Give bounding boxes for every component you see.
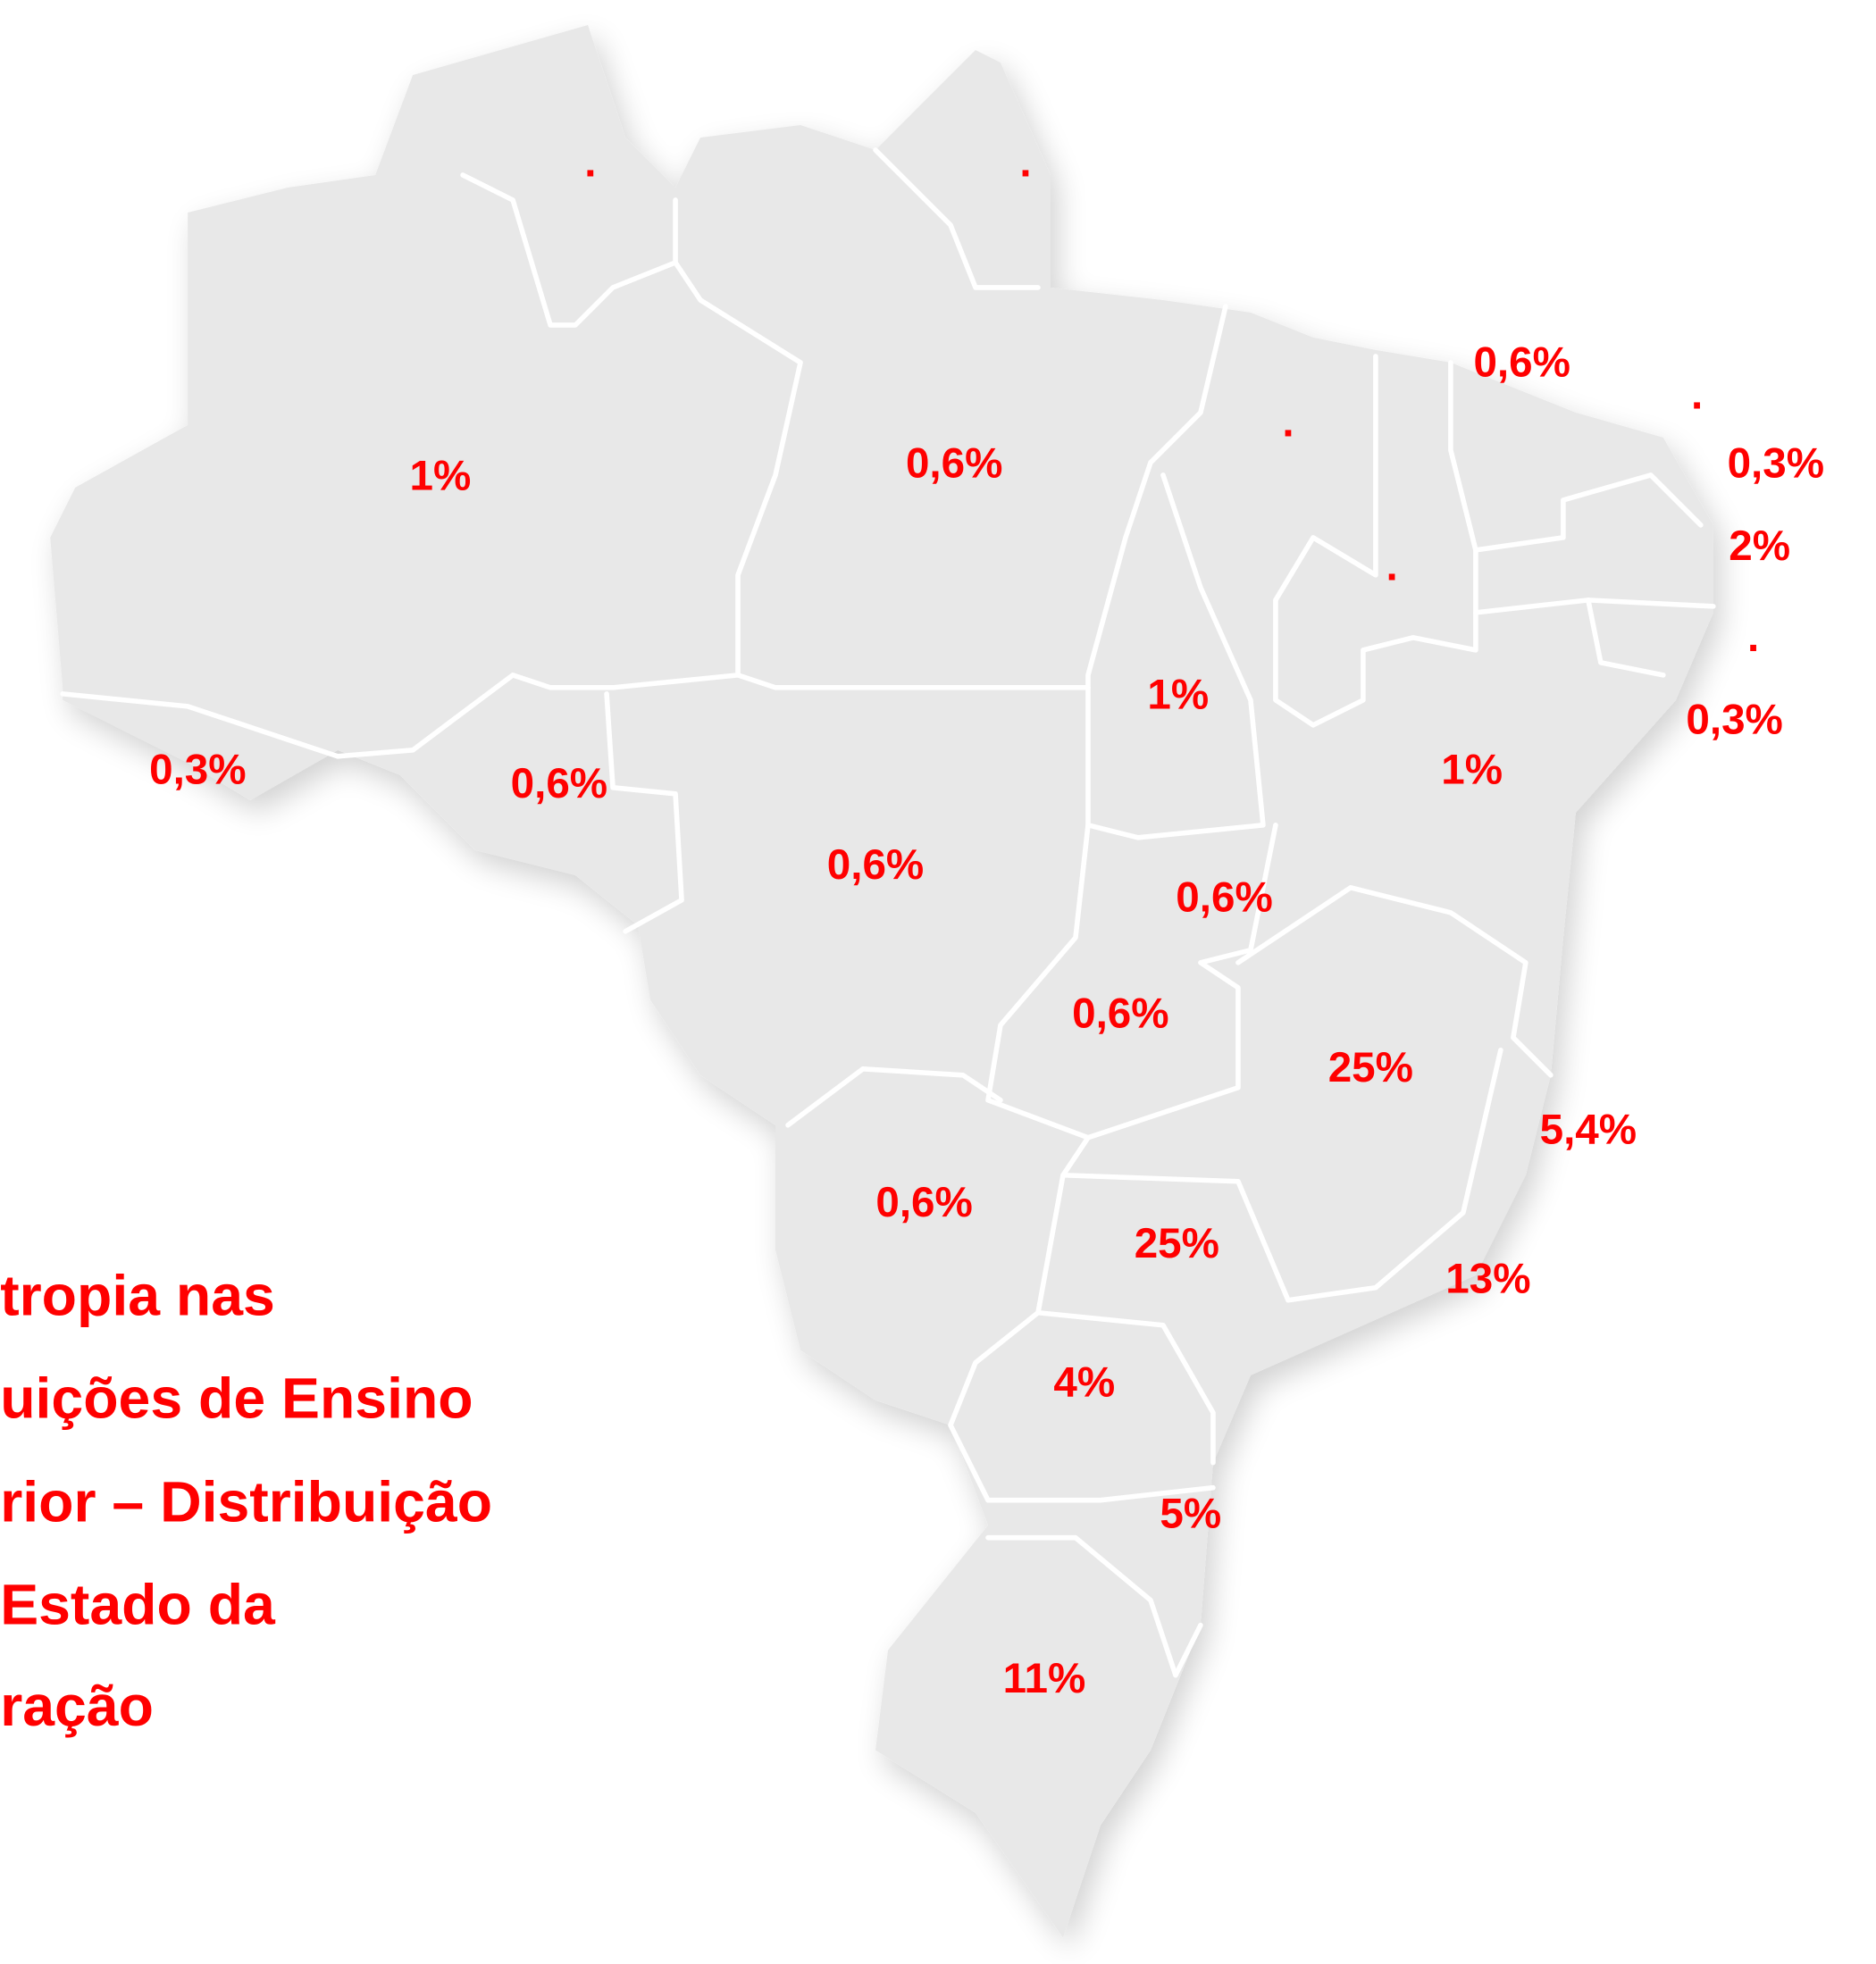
state-label: 0,6% [827,841,924,889]
border [1235,885,1554,1078]
state-label: 0,6% [511,760,607,807]
state-label: 13% [1445,1255,1530,1302]
state-label: 1% [1441,747,1503,794]
title-line: rior – Distribuição [0,1470,492,1534]
border [604,691,684,934]
border [1035,1172,1216,1466]
state-labels: . . 0,6%.. 0,3% 1% 0,6% 2%.. 1% 0,3% 0,3% 0,6% 1% 0,… [149,138,1824,1702]
state-label: 5,4% [1540,1107,1637,1154]
state-label: 0,3% [149,747,246,794]
state-label: 0,6% [1072,990,1168,1038]
title-line: ração [0,1674,154,1738]
border [985,1534,1203,1678]
state-borders [60,147,1716,1678]
border [985,823,1278,1141]
state-label: . [584,138,596,186]
state-label: 5% [1160,1490,1221,1537]
state-label: 0,6% [1176,873,1272,921]
border [948,1309,1216,1503]
state-label: 0,3% [1728,440,1824,488]
border [1473,472,1704,553]
state-label: 0,6% [1473,338,1570,386]
state-label: . [1691,372,1703,419]
state-label: 1% [1147,672,1209,719]
state-label: 0,6% [906,440,1002,488]
state-label: . [1282,398,1294,446]
state-label: 0,6% [875,1179,972,1226]
state-label: 4% [1053,1358,1115,1406]
title-line: uições de Ensino [0,1366,473,1431]
state-label: . [1747,614,1759,661]
border [785,1066,1003,1128]
country-shape [50,24,1713,1938]
state-label: 25% [1135,1220,1219,1267]
state-label: 25% [1328,1044,1413,1091]
state-label: 2% [1729,522,1790,570]
state-label: 0,3% [1686,697,1782,744]
border [673,260,803,678]
state-label: . [1019,138,1031,186]
title-line: Estado da [0,1572,276,1636]
state-label: 1% [410,453,472,500]
border [873,147,1041,290]
state-label: 11% [1003,1655,1086,1702]
state-label: . [1386,542,1397,589]
border [60,673,1091,759]
border [1586,598,1666,678]
title-line: tropia nas [0,1264,275,1328]
title: tropia nas uições de Ensino rior – Distrib… [0,1264,492,1738]
